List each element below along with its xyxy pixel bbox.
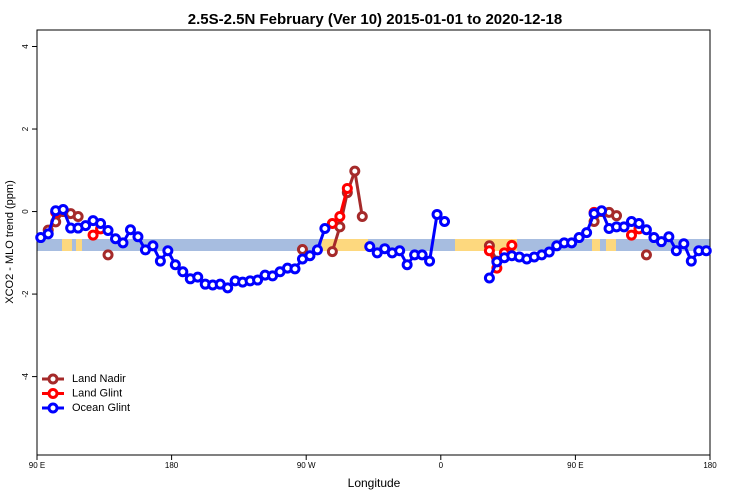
y-tick-label: 4	[21, 44, 30, 49]
data-point	[670, 245, 682, 257]
data-point	[87, 229, 99, 241]
data-point	[394, 245, 406, 257]
data-point	[147, 240, 159, 252]
data-point	[431, 208, 443, 220]
data-point	[618, 221, 630, 233]
data-point	[633, 218, 645, 230]
data-point	[573, 232, 585, 244]
data-point	[72, 211, 84, 223]
data-point	[154, 255, 166, 267]
data-point	[117, 237, 129, 249]
data-point	[655, 236, 667, 248]
data-point	[132, 231, 144, 243]
data-point	[401, 259, 413, 271]
data-point	[289, 263, 301, 275]
x-tick-label: 0	[439, 461, 444, 470]
data-point	[334, 211, 346, 223]
data-point	[439, 215, 451, 227]
y-tick-label: 2	[21, 126, 30, 131]
data-point	[341, 182, 353, 194]
data-point	[596, 205, 608, 217]
legend: Land Nadir Land Glint Ocean Glint	[42, 373, 130, 414]
x-tick-label: 180	[703, 461, 717, 470]
data-point	[506, 239, 518, 251]
data-point	[611, 210, 623, 222]
data-point	[349, 165, 361, 177]
data-point	[364, 241, 376, 253]
data-point	[326, 246, 338, 258]
legend-marker	[47, 388, 59, 399]
data-point	[678, 238, 690, 250]
series	[35, 203, 712, 294]
data-point	[424, 255, 436, 267]
data-point	[543, 246, 555, 258]
legend-label: Ocean Glint	[72, 402, 130, 414]
data-point	[319, 222, 331, 234]
x-axis-label: Longitude	[348, 476, 401, 490]
legend-label: Land Glint	[72, 387, 122, 399]
data-point	[102, 225, 114, 237]
legend-marker	[47, 402, 59, 414]
data-point	[663, 231, 675, 243]
legend-marker	[47, 373, 59, 385]
x-tick-label: 180	[165, 461, 179, 470]
land-band	[606, 239, 616, 251]
data-point	[162, 245, 174, 257]
data-point	[640, 224, 652, 236]
y-axis-label: XCO2 - MLO trend (ppm)	[4, 180, 16, 303]
data-point	[169, 259, 181, 271]
data-point	[304, 250, 316, 262]
data-point	[311, 244, 323, 256]
data-point	[356, 211, 368, 223]
land-band	[76, 239, 82, 251]
y-tick-label: -4	[21, 373, 30, 381]
y-tick-label: 0	[21, 209, 30, 214]
data-point	[483, 272, 495, 284]
data-point	[222, 282, 234, 294]
data-point	[685, 255, 697, 267]
data-point	[177, 266, 189, 278]
legend-label: Land Nadir	[72, 373, 126, 385]
data-point	[252, 274, 264, 286]
plot-frame	[36, 29, 711, 456]
x-tick-label: 90 E	[567, 461, 583, 470]
data-point	[57, 203, 69, 215]
data-point	[483, 245, 495, 257]
x-tick-label: 90 W	[297, 461, 316, 470]
data-point	[192, 271, 204, 283]
data-point	[640, 249, 652, 261]
chart-title: 2.5S-2.5N February (Ver 10) 2015-01-01 t…	[188, 11, 562, 28]
data-point	[42, 228, 54, 240]
land-band	[62, 239, 72, 251]
data-point	[80, 220, 92, 232]
data-point	[700, 245, 712, 257]
data-point	[416, 249, 428, 261]
data-point	[625, 229, 637, 241]
land-band	[592, 239, 600, 251]
y-tick-label: -2	[21, 290, 30, 298]
data-point	[124, 224, 136, 236]
data-point	[95, 218, 107, 230]
data-point	[566, 237, 578, 249]
data-point	[296, 244, 308, 256]
x-tick-label: 90 E	[29, 461, 45, 470]
data-point	[326, 218, 338, 230]
data-point	[102, 249, 114, 261]
data-point	[581, 227, 593, 239]
